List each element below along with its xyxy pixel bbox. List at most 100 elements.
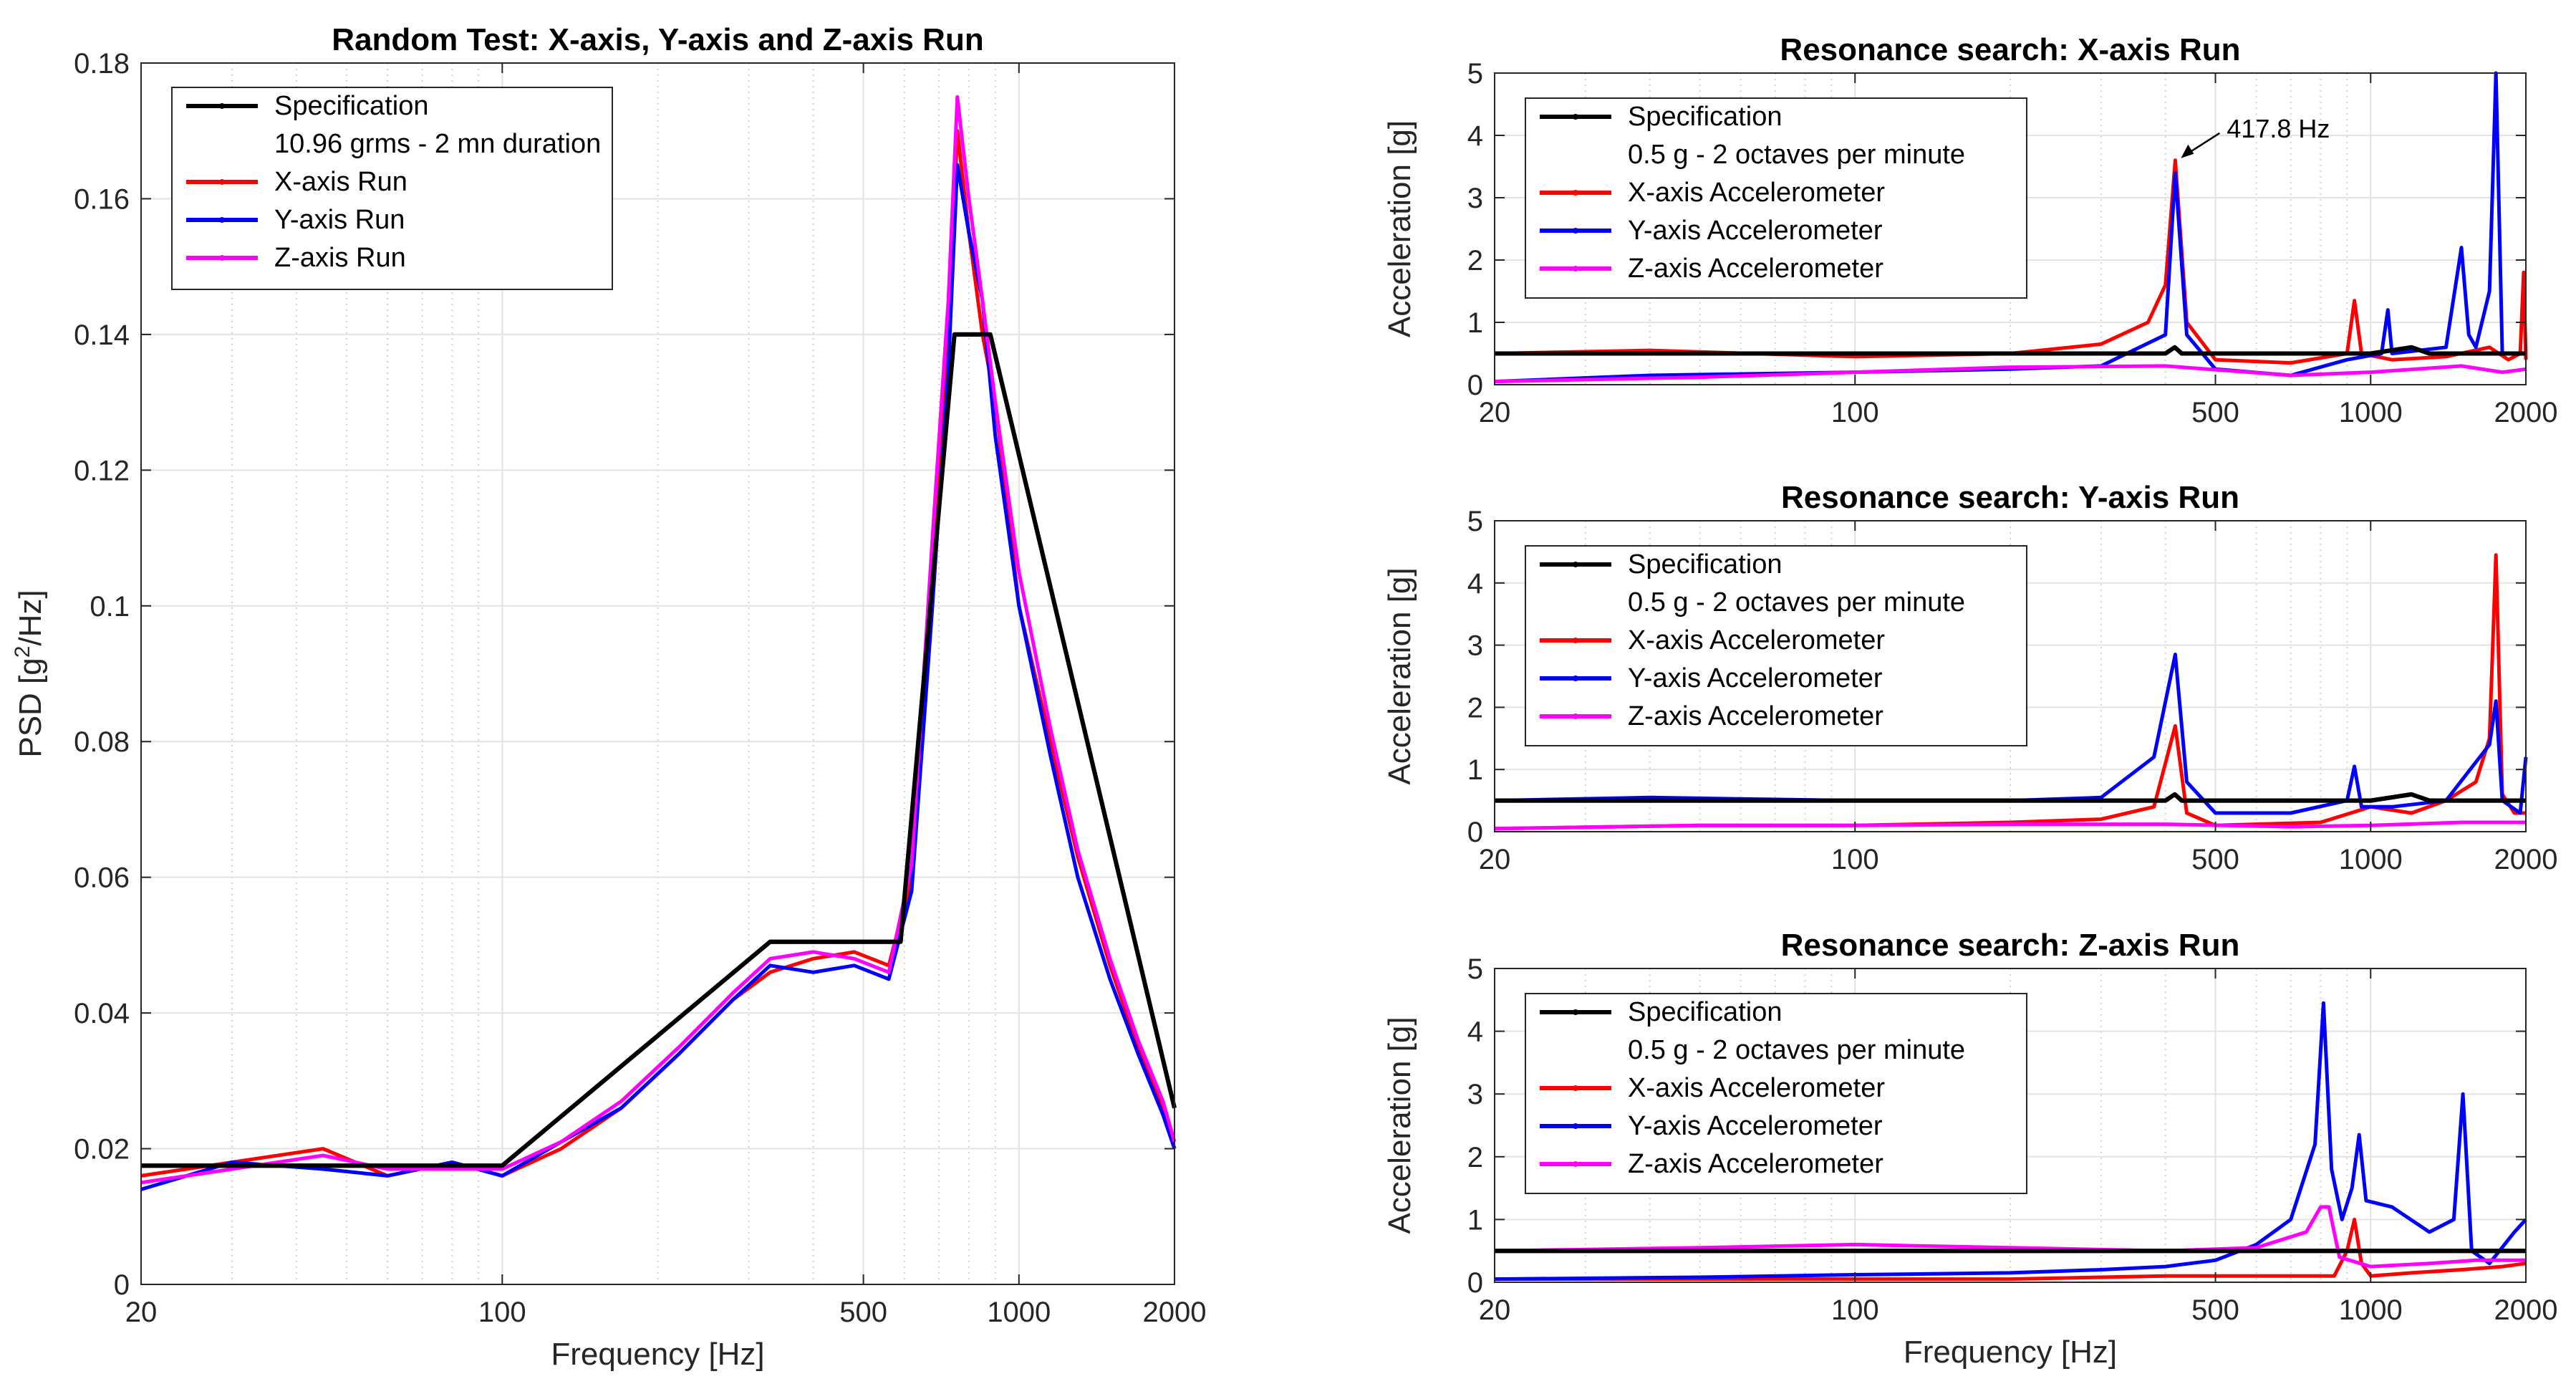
resz-x-tick-label: 1000 — [2339, 1294, 2403, 1326]
main-series-z-axis-run — [140, 95, 1177, 1185]
resy-y-tick-label: 5 — [1467, 506, 1483, 537]
resz-x-tick-label: 20 — [1479, 1294, 1511, 1326]
main-y-tick-label: 0.18 — [74, 48, 130, 80]
main-series-specification-top — [141, 332, 1177, 1168]
main-legend-marker — [219, 217, 225, 223]
main-ylabel-main: PSD [g — [13, 658, 48, 757]
resy-y-tick-label: 1 — [1467, 754, 1483, 786]
resx-annotation-arrowhead — [2181, 144, 2194, 158]
resy-title: Resonance search: Y-axis Run — [1781, 480, 2239, 515]
resx-series-z-axis-accelerometer — [1494, 364, 2527, 384]
resz-ylabel: Acceleration [g] — [1382, 1016, 1417, 1234]
resy-legend-label: Z-axis Accelerometer — [1628, 701, 1883, 731]
resy-x-tick-label: 2000 — [2494, 844, 2558, 875]
resx-x-tick-label: 1000 — [2339, 397, 2403, 428]
resz-legend-label: Y-axis Accelerometer — [1628, 1111, 1883, 1141]
resz-legend-marker — [1573, 1085, 1578, 1091]
resy-legend-label: 0.5 g - 2 octaves per minute — [1628, 587, 1965, 617]
resz-y-tick-label: 3 — [1467, 1079, 1483, 1110]
resx-title: Resonance search: X-axis Run — [1780, 32, 2240, 67]
chart-resonance-y: 20 100 500 1000 2000 0 1 2 3 4 5 Resonance search: … — [1382, 480, 2557, 875]
resz-x-tick-label: 500 — [2191, 1294, 2239, 1326]
resz-y-tick-label: 0 — [1467, 1267, 1483, 1299]
resz-legend-label: Specification — [1628, 997, 1782, 1027]
resy-legend-marker — [1573, 713, 1578, 719]
resy-y-tick-label: 4 — [1467, 568, 1483, 600]
resz-y-tick-label: 4 — [1467, 1016, 1483, 1048]
resz-title: Resonance search: Z-axis Run — [1781, 928, 2240, 963]
main-y-tick-label: 0.02 — [74, 1134, 130, 1165]
resx-annotation-label: 417.8 Hz — [2227, 114, 2330, 143]
resx-y-tick-label: 4 — [1467, 120, 1483, 152]
resx-x-tick-label: 2000 — [2494, 397, 2558, 428]
resx-legend-box — [1525, 97, 2027, 299]
main-x-tick-label: 1000 — [987, 1297, 1051, 1328]
resy-legend-box — [1525, 545, 2027, 746]
resx-legend-marker — [1573, 114, 1578, 120]
main-x-tick-label: 500 — [839, 1297, 887, 1328]
resy-ylabel: Acceleration [g] — [1382, 567, 1417, 784]
main-legend-marker — [219, 179, 225, 185]
resz-xlabel: Frequency [Hz] — [1904, 1335, 2117, 1370]
resz-series-y-axis-accelerometer — [1494, 1001, 2527, 1282]
main-ylabel-tail: /Hz] — [13, 590, 48, 645]
main-y-tick-label: 0.1 — [90, 591, 130, 623]
resx-y-tick-label: 5 — [1467, 58, 1483, 90]
resz-y-tick-label: 2 — [1467, 1142, 1483, 1173]
main-legend-label: Z-axis Run — [274, 243, 406, 273]
resy-x-tick-label: 500 — [2191, 844, 2239, 875]
resx-legend-marker — [1573, 228, 1578, 234]
main-y-tick-label: 0.04 — [74, 998, 130, 1029]
resz-series-z-axis-accelerometer — [1494, 1205, 2526, 1269]
resy-axes-box — [1494, 520, 2527, 832]
resx-x-tick-label: 20 — [1479, 397, 1511, 428]
resy-legend-label: X-axis Accelerometer — [1628, 625, 1885, 655]
resx-y-tick-label: 3 — [1467, 183, 1483, 214]
main-x-tick-label: 2000 — [1143, 1297, 1207, 1328]
main-legend-label: Y-axis Run — [274, 205, 405, 235]
resy-legend-marker — [1573, 638, 1578, 643]
resz-legend-marker — [1573, 1009, 1578, 1015]
resz-legend-label: 0.5 g - 2 octaves per minute — [1628, 1035, 1965, 1065]
resx-series-specification-top — [1495, 345, 2526, 356]
resx-legend-label: Z-axis Accelerometer — [1628, 254, 1883, 284]
resy-legend-label: Specification — [1628, 549, 1782, 580]
main-legend-marker — [219, 103, 225, 109]
resz-legend-label: Z-axis Accelerometer — [1628, 1149, 1883, 1179]
resx-y-tick-label: 0 — [1467, 370, 1483, 401]
main-ylabel: PSD [g2/Hz] — [11, 590, 48, 757]
resz-legend-marker — [1573, 1123, 1578, 1129]
chart-resonance-z: 20 100 500 1000 2000 0 1 2 3 4 5 Resonance search: … — [1382, 928, 2557, 1370]
main-legend-marker — [219, 255, 225, 261]
main-y-tick-label: 0.16 — [74, 183, 130, 215]
resy-series-specification-top — [1495, 792, 2526, 803]
resz-legend-box — [1525, 993, 2027, 1194]
main-x-tick-label: 100 — [478, 1297, 526, 1328]
resy-y-tick-label: 2 — [1467, 692, 1483, 724]
resz-axes-box — [1494, 968, 2527, 1283]
resx-legend-marker — [1573, 266, 1578, 271]
resz-y-tick-label: 5 — [1467, 953, 1483, 985]
resx-legend-label: X-axis Accelerometer — [1628, 178, 1885, 208]
resy-y-tick-label: 3 — [1467, 630, 1483, 662]
main-axes-box — [140, 62, 1175, 1285]
chart-main-psd: 20 100 500 1000 2000 0 0.02 0.04 0.06 0.08 0.1 0.12… — [11, 22, 1206, 1372]
main-title: Random Test: X-axis, Y-axis and Z-axis R… — [332, 22, 983, 57]
resy-x-tick-label: 1000 — [2339, 844, 2403, 875]
resx-x-tick-label: 100 — [1831, 397, 1879, 428]
main-y-tick-label: 0.14 — [74, 319, 130, 351]
main-y-tick-label: 0 — [114, 1269, 130, 1301]
resz-legend-label: X-axis Accelerometer — [1628, 1073, 1885, 1103]
resy-y-tick-label: 0 — [1467, 817, 1483, 848]
main-xlabel: Frequency [Hz] — [551, 1337, 764, 1372]
resy-x-tick-label: 20 — [1479, 844, 1511, 875]
resy-legend-marker — [1573, 676, 1578, 681]
resx-ylabel: Acceleration [g] — [1382, 120, 1417, 337]
main-y-tick-label: 0.08 — [74, 726, 130, 758]
resz-legend-marker — [1573, 1161, 1578, 1167]
resy-legend-label: Y-axis Accelerometer — [1628, 663, 1883, 693]
main-legend-label: 10.96 grms - 2 mn duration — [274, 129, 601, 159]
main-y-tick-label: 0.12 — [74, 455, 130, 486]
resy-legend-marker — [1573, 562, 1578, 567]
